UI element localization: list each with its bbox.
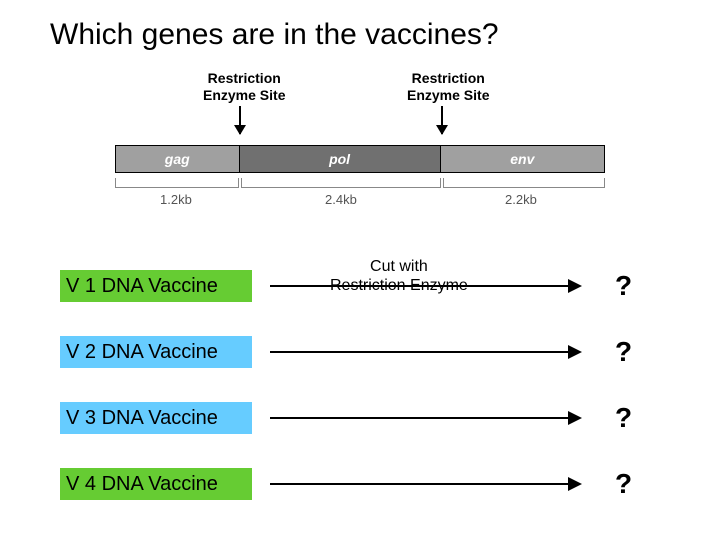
arrow-right-icon	[270, 417, 580, 419]
arrow-right-icon	[270, 483, 580, 485]
size-label-pol: 2.4kb	[325, 192, 357, 207]
gene-segment-pol: pol	[240, 146, 441, 172]
gene-bar: gag pol env	[115, 145, 605, 173]
vaccine-label: V 2 DNA Vaccine	[60, 336, 252, 368]
arrow-right-icon	[270, 285, 580, 287]
size-label-gag: 1.2kb	[160, 192, 192, 207]
enzyme-site-label-right: RestrictionEnzyme Site	[407, 70, 489, 104]
gene-segment-env: env	[441, 146, 604, 172]
vaccine-row: V 3 DNA Vaccine ?	[60, 397, 670, 439]
size-label-env: 2.2kb	[505, 192, 537, 207]
arrow-down-icon	[441, 106, 443, 134]
page-title: Which genes are in the vaccines?	[50, 18, 499, 52]
vaccine-row: V 4 DNA Vaccine ?	[60, 463, 670, 505]
result-unknown: ?	[615, 468, 632, 500]
vaccine-rows: Cut withRestriction Enzyme V 1 DNA Vacci…	[60, 265, 670, 529]
size-bracket	[241, 178, 441, 188]
vaccine-row: V 2 DNA Vaccine ?	[60, 331, 670, 373]
enzyme-site-label-left: RestrictionEnzyme Site	[203, 70, 285, 104]
arrow-right-icon	[270, 351, 580, 353]
arrow-down-icon	[239, 106, 241, 134]
size-bracket	[115, 178, 239, 188]
vaccine-label: V 4 DNA Vaccine	[60, 468, 252, 500]
result-unknown: ?	[615, 270, 632, 302]
size-bracket	[443, 178, 605, 188]
gene-segment-gag: gag	[116, 146, 240, 172]
vaccine-label: V 3 DNA Vaccine	[60, 402, 252, 434]
result-unknown: ?	[615, 336, 632, 368]
result-unknown: ?	[615, 402, 632, 434]
vaccine-label: V 1 DNA Vaccine	[60, 270, 252, 302]
cut-with-enzyme-label: Cut withRestriction Enzyme	[330, 257, 468, 295]
